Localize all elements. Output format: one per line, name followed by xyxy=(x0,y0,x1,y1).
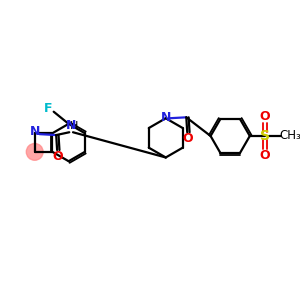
Text: N: N xyxy=(160,111,171,124)
Text: F: F xyxy=(44,102,52,116)
Text: O: O xyxy=(260,149,270,162)
Text: N: N xyxy=(30,125,40,138)
Circle shape xyxy=(26,143,43,160)
Text: O: O xyxy=(53,150,63,163)
Text: H: H xyxy=(70,121,78,131)
Text: CH₃: CH₃ xyxy=(279,130,300,142)
Text: O: O xyxy=(183,132,194,145)
Text: O: O xyxy=(260,110,270,123)
Text: N: N xyxy=(66,119,76,132)
Text: S: S xyxy=(260,129,270,143)
